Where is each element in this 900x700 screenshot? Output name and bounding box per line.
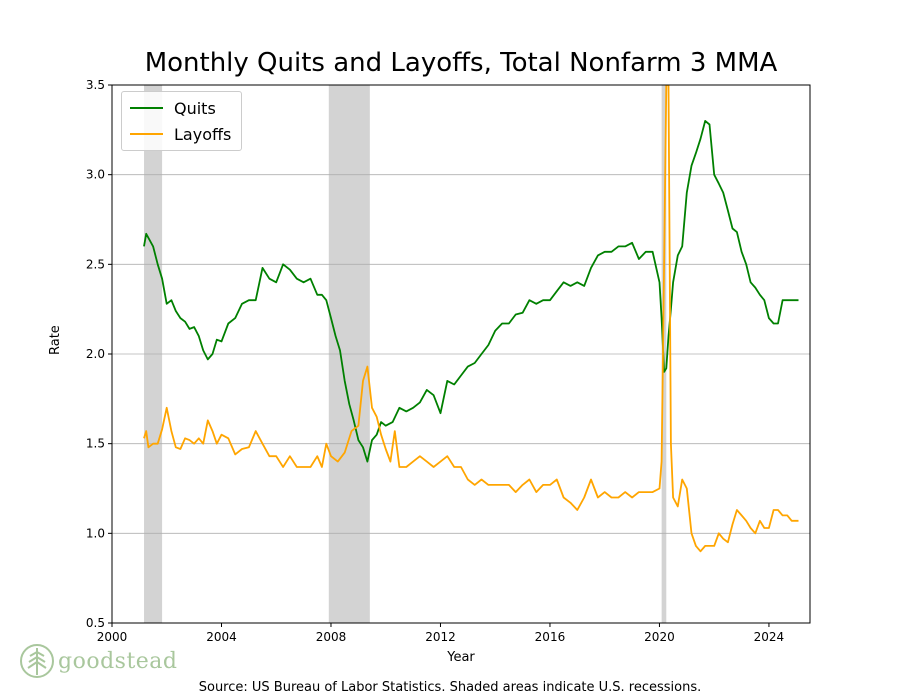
x-tick-label-1: 2004	[206, 630, 237, 644]
series-line-quits	[143, 120, 799, 463]
x-tick-label-5: 2020	[644, 630, 675, 644]
legend-swatch-quits	[130, 107, 163, 109]
legend-item-quits: Quits	[130, 98, 216, 118]
legend-swatch-layoffs	[130, 133, 163, 135]
y-tick-label-3: 2.0	[86, 347, 105, 361]
tree-icon	[20, 644, 54, 678]
x-tick-label-3: 2012	[425, 630, 456, 644]
y-tick-label-1: 1.0	[86, 526, 105, 540]
x-tick-label-6: 2024	[754, 630, 785, 644]
chart-title: Monthly Quits and Layoffs, Total Nonfarm…	[144, 48, 778, 78]
source-note: Source: US Bureau of Labor Statistics. S…	[198, 680, 702, 695]
series-lines	[143, 85, 799, 553]
legend-item-layoffs: Layoffs	[130, 124, 231, 144]
x-tick-label-4: 2016	[535, 630, 566, 644]
x-tick-label-2: 2008	[316, 630, 347, 644]
y-tick-label-6: 3.5	[86, 78, 105, 92]
logo-text: goodstead	[58, 648, 178, 674]
y-axis-label: Rate	[48, 325, 63, 355]
legend-label-layoffs: Layoffs	[174, 124, 232, 144]
chart-legend: Quits Layoffs	[121, 91, 242, 151]
legend-label-quits: Quits	[174, 98, 216, 118]
y-tick-label-0: 0.5	[86, 616, 105, 630]
x-axis-label: Year	[447, 650, 475, 665]
axis-ticks: 2000 2004 2008 2012 2016 2020 2024 0.5 1.0 1.5 2.0…	[86, 78, 784, 644]
brand-logo: goodstead	[20, 642, 178, 680]
x-tick-label-0: 2000	[97, 630, 128, 644]
gridlines	[112, 84, 810, 624]
y-tick-label-4: 2.5	[86, 257, 105, 271]
series-line-layoffs	[143, 85, 799, 553]
y-tick-label-5: 3.0	[86, 168, 105, 182]
y-tick-label-2: 1.5	[86, 437, 105, 451]
